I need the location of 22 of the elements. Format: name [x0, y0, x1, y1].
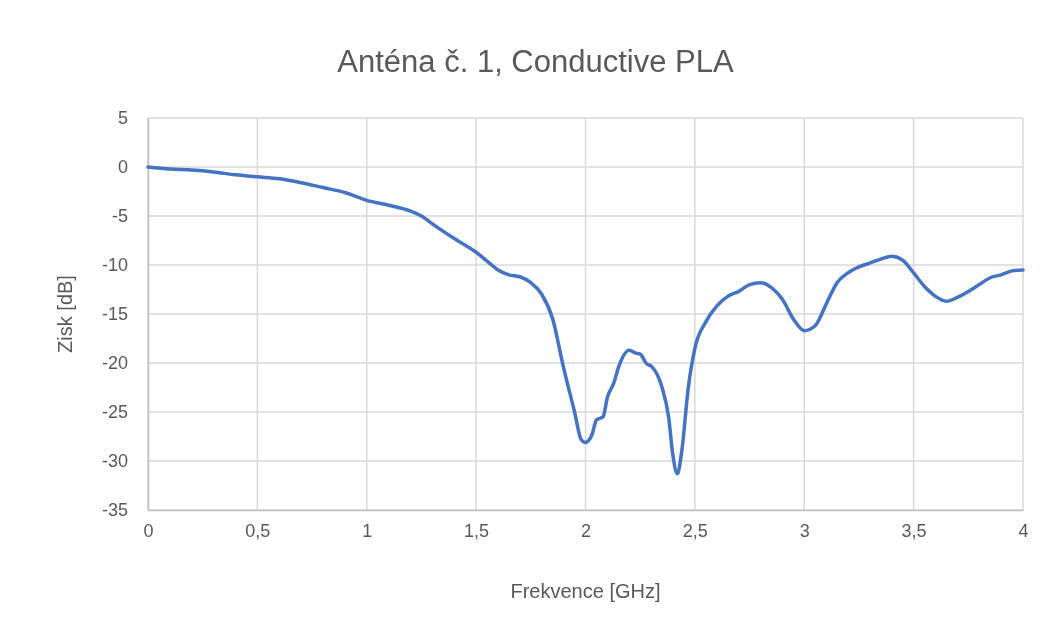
x-tick-label: 2,5 — [682, 520, 708, 541]
line-series — [146, 165, 1025, 476]
x-tick-label: 3 — [799, 520, 810, 541]
x-tick-label: 3,5 — [901, 520, 927, 541]
y-tick-label: 5 — [117, 108, 128, 129]
x-tick-label: 2 — [580, 520, 592, 541]
x-axis-title: Frekvence [GHz] — [510, 580, 661, 602]
y-tick-label: -35 — [101, 500, 128, 521]
y-tick-label: -30 — [101, 451, 128, 472]
y-tick-label: -15 — [101, 304, 128, 325]
x-tick-label: 4 — [1018, 520, 1029, 541]
y-tick-label: -10 — [101, 255, 128, 276]
x-tick-label: 1 — [362, 520, 373, 541]
x-tick-label: 1,5 — [464, 520, 490, 541]
y-tick-label: -20 — [101, 353, 128, 374]
x-tick-label: 0 — [143, 520, 154, 541]
y-axis-title: Zisk [dB] — [54, 275, 76, 353]
y-tick-label: 0 — [117, 157, 128, 178]
y-tick-label: -5 — [111, 206, 128, 227]
y-tick-label: -25 — [101, 402, 128, 423]
chart-title: Anténa č. 1, Conductive PLA — [337, 44, 734, 79]
x-tick-label: 0,5 — [245, 520, 271, 541]
